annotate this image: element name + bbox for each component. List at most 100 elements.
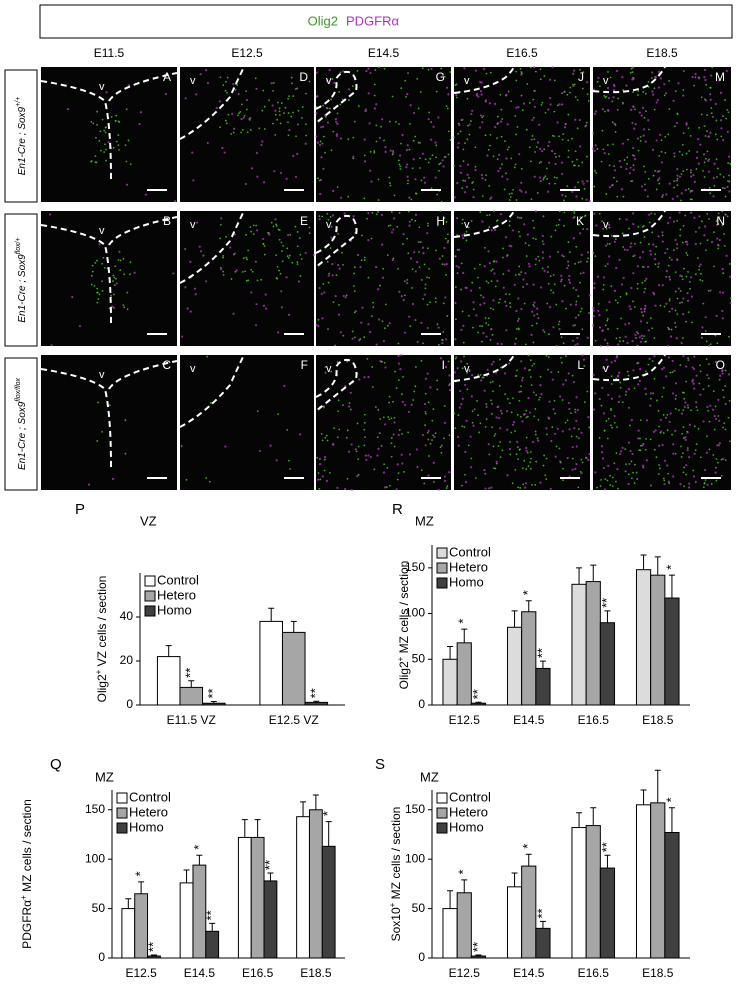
green-cell bbox=[427, 224, 429, 227]
magenta-cell bbox=[706, 483, 709, 486]
green-cell bbox=[346, 477, 349, 480]
magenta-cell bbox=[506, 474, 509, 477]
magenta-cell bbox=[701, 326, 704, 329]
green-cell bbox=[541, 267, 544, 270]
green-cell bbox=[516, 216, 519, 219]
magenta-cell bbox=[559, 395, 562, 398]
magenta-cell bbox=[675, 121, 678, 125]
green-cell bbox=[580, 307, 583, 310]
y-axis-label-rest: MZ cells / section bbox=[20, 799, 34, 895]
magenta-cell bbox=[443, 263, 446, 266]
green-cell bbox=[263, 245, 266, 248]
panel-letter: I bbox=[442, 358, 445, 372]
green-cell bbox=[390, 455, 393, 458]
green-cell bbox=[524, 343, 527, 346]
green-cell bbox=[514, 274, 517, 276]
magenta-cell bbox=[318, 143, 322, 147]
green-cell bbox=[654, 169, 657, 172]
green-cell bbox=[617, 487, 619, 490]
green-cell bbox=[388, 418, 391, 421]
green-cell bbox=[638, 449, 641, 452]
green-cell bbox=[567, 264, 570, 267]
green-cell bbox=[426, 431, 429, 434]
magenta-cell bbox=[442, 165, 445, 168]
green-cell bbox=[371, 212, 374, 214]
panel-letter: M bbox=[715, 70, 725, 84]
green-cell bbox=[474, 165, 477, 168]
magenta-cell bbox=[721, 267, 724, 271]
micrograph-bg bbox=[454, 355, 590, 490]
green-cell bbox=[336, 112, 339, 115]
green-cell bbox=[562, 342, 565, 344]
magenta-cell bbox=[548, 161, 551, 164]
green-cell bbox=[618, 340, 621, 343]
magenta-cell bbox=[670, 258, 673, 261]
magenta-cell bbox=[539, 384, 542, 387]
green-cell bbox=[487, 282, 490, 284]
magenta-cell bbox=[358, 339, 361, 342]
bar bbox=[308, 809, 323, 959]
magenta-cell bbox=[658, 177, 661, 180]
magenta-cell bbox=[603, 488, 606, 491]
green-cell bbox=[668, 257, 671, 259]
column-label: E12.5 bbox=[231, 46, 263, 60]
green-cell bbox=[286, 255, 289, 258]
green-cell bbox=[225, 122, 228, 125]
green-cell bbox=[250, 230, 253, 233]
legend-swatch bbox=[116, 807, 128, 819]
green-cell bbox=[491, 268, 494, 271]
magenta-cell bbox=[533, 301, 536, 304]
error-bar bbox=[325, 821, 332, 847]
green-cell bbox=[377, 408, 380, 411]
significance: ** bbox=[470, 689, 485, 699]
magenta-cell bbox=[632, 105, 635, 108]
row-label-base: En1-Cre ; Sox9 bbox=[17, 401, 28, 470]
green-cell bbox=[571, 457, 574, 460]
magenta-cell bbox=[532, 391, 535, 394]
green-cell bbox=[700, 220, 703, 223]
magenta-cell bbox=[634, 122, 637, 126]
green-cell bbox=[464, 473, 466, 476]
magenta-cell bbox=[640, 334, 643, 337]
green-cell bbox=[382, 267, 385, 270]
green-cell bbox=[297, 123, 299, 126]
green-cell bbox=[324, 436, 327, 439]
panel-letter: C bbox=[162, 358, 171, 372]
green-cell bbox=[279, 272, 282, 275]
magenta-cell bbox=[566, 456, 569, 460]
green-cell bbox=[610, 285, 613, 288]
green-cell bbox=[725, 117, 728, 120]
green-cell bbox=[371, 366, 374, 368]
green-cell bbox=[129, 163, 132, 166]
magenta-cell bbox=[331, 274, 334, 277]
magenta-cell bbox=[647, 329, 650, 332]
green-cell bbox=[689, 198, 692, 201]
green-cell bbox=[674, 290, 677, 293]
magenta-cell bbox=[369, 169, 372, 172]
green-cell bbox=[488, 226, 491, 228]
magenta-cell bbox=[455, 94, 458, 97]
error-bar bbox=[576, 812, 583, 828]
green-cell bbox=[706, 114, 709, 117]
green-cell bbox=[514, 163, 517, 166]
green-cell bbox=[420, 359, 423, 362]
green-cell bbox=[255, 224, 257, 227]
magenta-cell bbox=[220, 268, 223, 271]
magenta-cell bbox=[388, 322, 391, 325]
magenta-cell bbox=[405, 149, 409, 152]
magenta-cell bbox=[672, 220, 676, 223]
green-cell bbox=[383, 67, 386, 70]
magenta-cell bbox=[261, 140, 264, 143]
green-cell bbox=[639, 140, 642, 142]
green-cell bbox=[707, 385, 710, 387]
magenta-cell bbox=[646, 265, 650, 269]
green-cell bbox=[708, 186, 711, 189]
green-cell bbox=[251, 270, 254, 273]
magenta-cell bbox=[551, 378, 554, 381]
green-cell bbox=[482, 376, 485, 379]
green-cell bbox=[630, 460, 633, 463]
row-label-base: En1-Cre ; Sox9 bbox=[17, 106, 28, 175]
magenta-cell bbox=[644, 304, 647, 308]
green-cell bbox=[534, 263, 537, 266]
bar bbox=[535, 667, 551, 706]
